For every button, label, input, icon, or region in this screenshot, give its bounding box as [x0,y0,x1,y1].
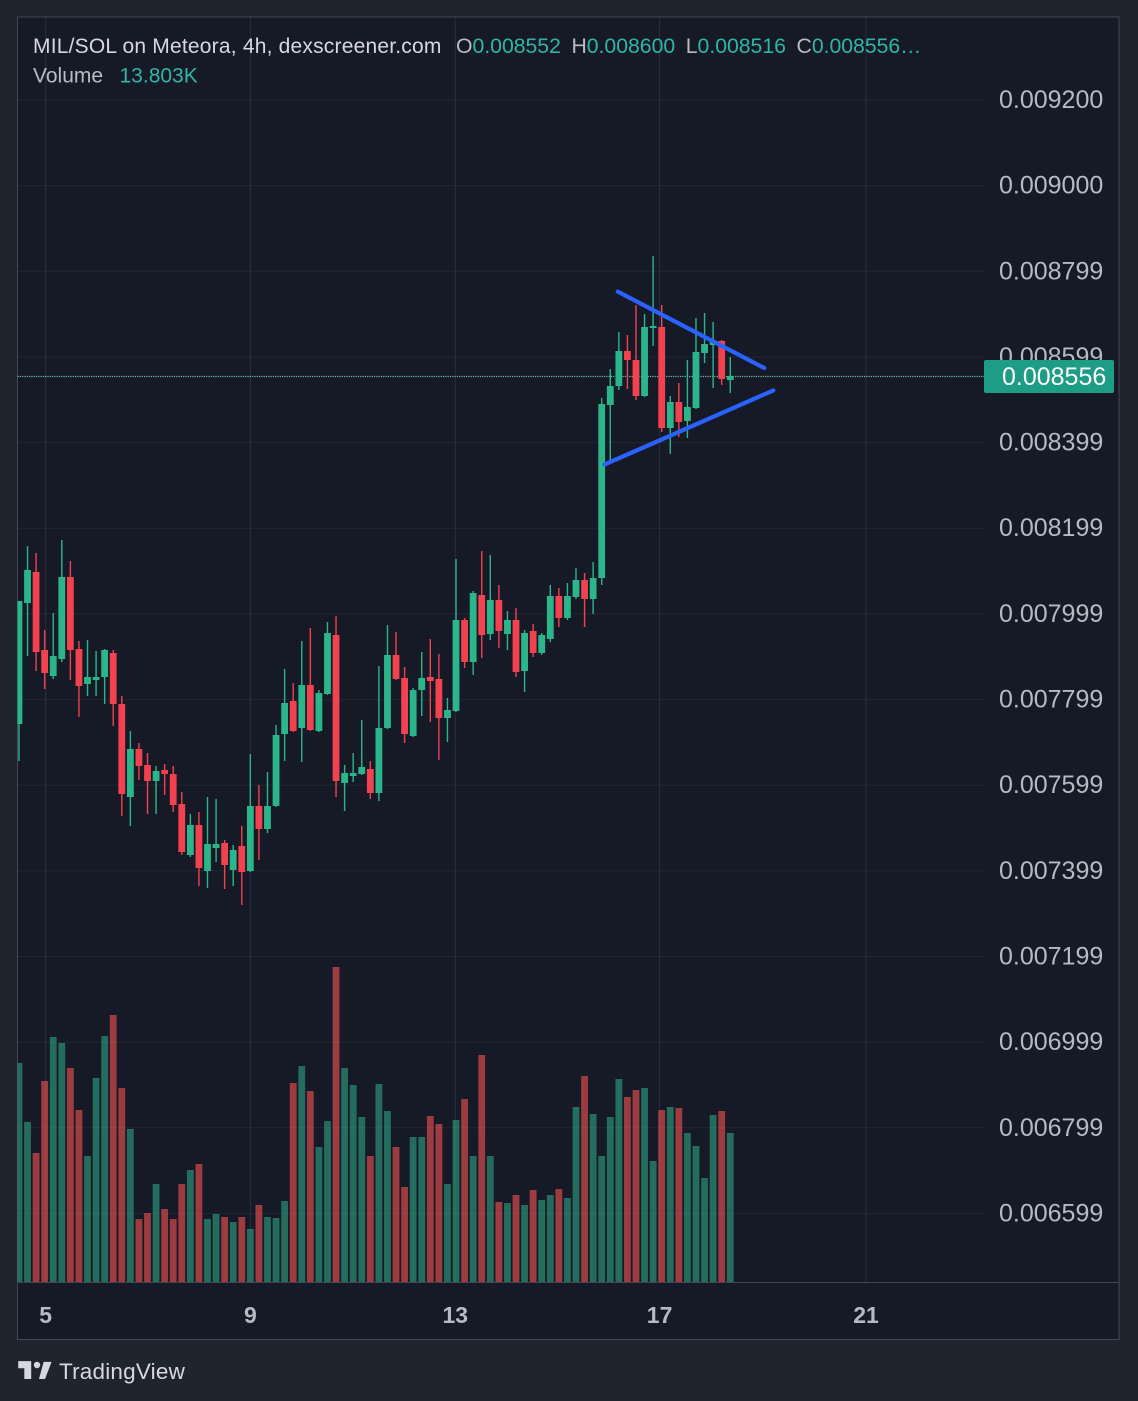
svg-text:0.006999: 0.006999 [999,1028,1103,1056]
svg-text:0.006599: 0.006599 [999,1200,1103,1228]
svg-text:0.008556: 0.008556 [1002,363,1106,391]
svg-text:0.007599: 0.007599 [999,771,1103,799]
svg-text:0.007199: 0.007199 [999,943,1103,971]
svg-text:TradingView: TradingView [59,1359,186,1384]
svg-text:0.009200: 0.009200 [999,86,1103,114]
svg-text:O0.008552 H0.008600 L0.008516: O0.008552 H0.008600 L0.008516 C0.008556… [456,35,921,58]
svg-text:0.008399: 0.008399 [999,429,1103,457]
svg-text:MIL/SOL on Meteora, 4h, dexscr: MIL/SOL on Meteora, 4h, dexscreener.com [33,35,442,58]
svg-text:0.007999: 0.007999 [999,600,1103,628]
svg-text:13: 13 [443,1302,469,1328]
svg-text:0.007399: 0.007399 [999,857,1103,885]
svg-text:21: 21 [853,1302,879,1328]
svg-text:0.008799: 0.008799 [999,257,1103,285]
svg-text:13.803K: 13.803K [120,65,198,88]
svg-text:0.009000: 0.009000 [999,172,1103,200]
svg-text:5: 5 [39,1302,52,1328]
svg-text:0.007799: 0.007799 [999,686,1103,714]
svg-text:9: 9 [244,1302,257,1328]
svg-text:0.008199: 0.008199 [999,514,1103,542]
svg-text:0.006799: 0.006799 [999,1114,1103,1142]
svg-text:17: 17 [647,1302,673,1328]
svg-text:Volume: Volume [33,65,103,88]
